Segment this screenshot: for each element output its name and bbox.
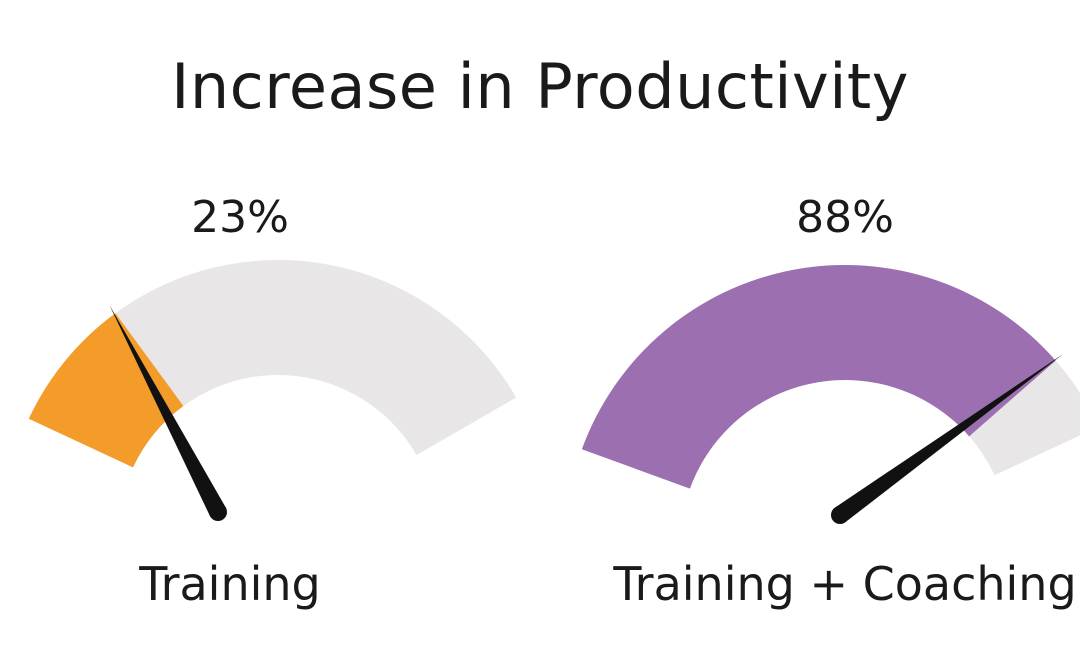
gauge-training: 23% Training <box>28 192 517 611</box>
gauge-training-coaching-value-label: 88% <box>796 192 894 243</box>
gauge-training-value-label: 23% <box>191 192 289 243</box>
gauge-training-coaching-needle-tip <box>831 506 849 524</box>
gauge-training-needle-tip <box>209 503 227 521</box>
gauge-training-coaching-needle <box>834 353 1064 523</box>
gauge-training-coaching-fill <box>581 264 1056 489</box>
gauge-training-coaching: 88% Training + Coaching <box>581 192 1080 611</box>
gauge-training-label: Training <box>138 557 321 611</box>
gauge-training-fill <box>28 313 184 468</box>
chart-title: Increase in Productivity <box>171 50 909 123</box>
gauge-training-needle <box>109 305 226 517</box>
gauge-training-coaching-label: Training + Coaching <box>612 557 1076 611</box>
